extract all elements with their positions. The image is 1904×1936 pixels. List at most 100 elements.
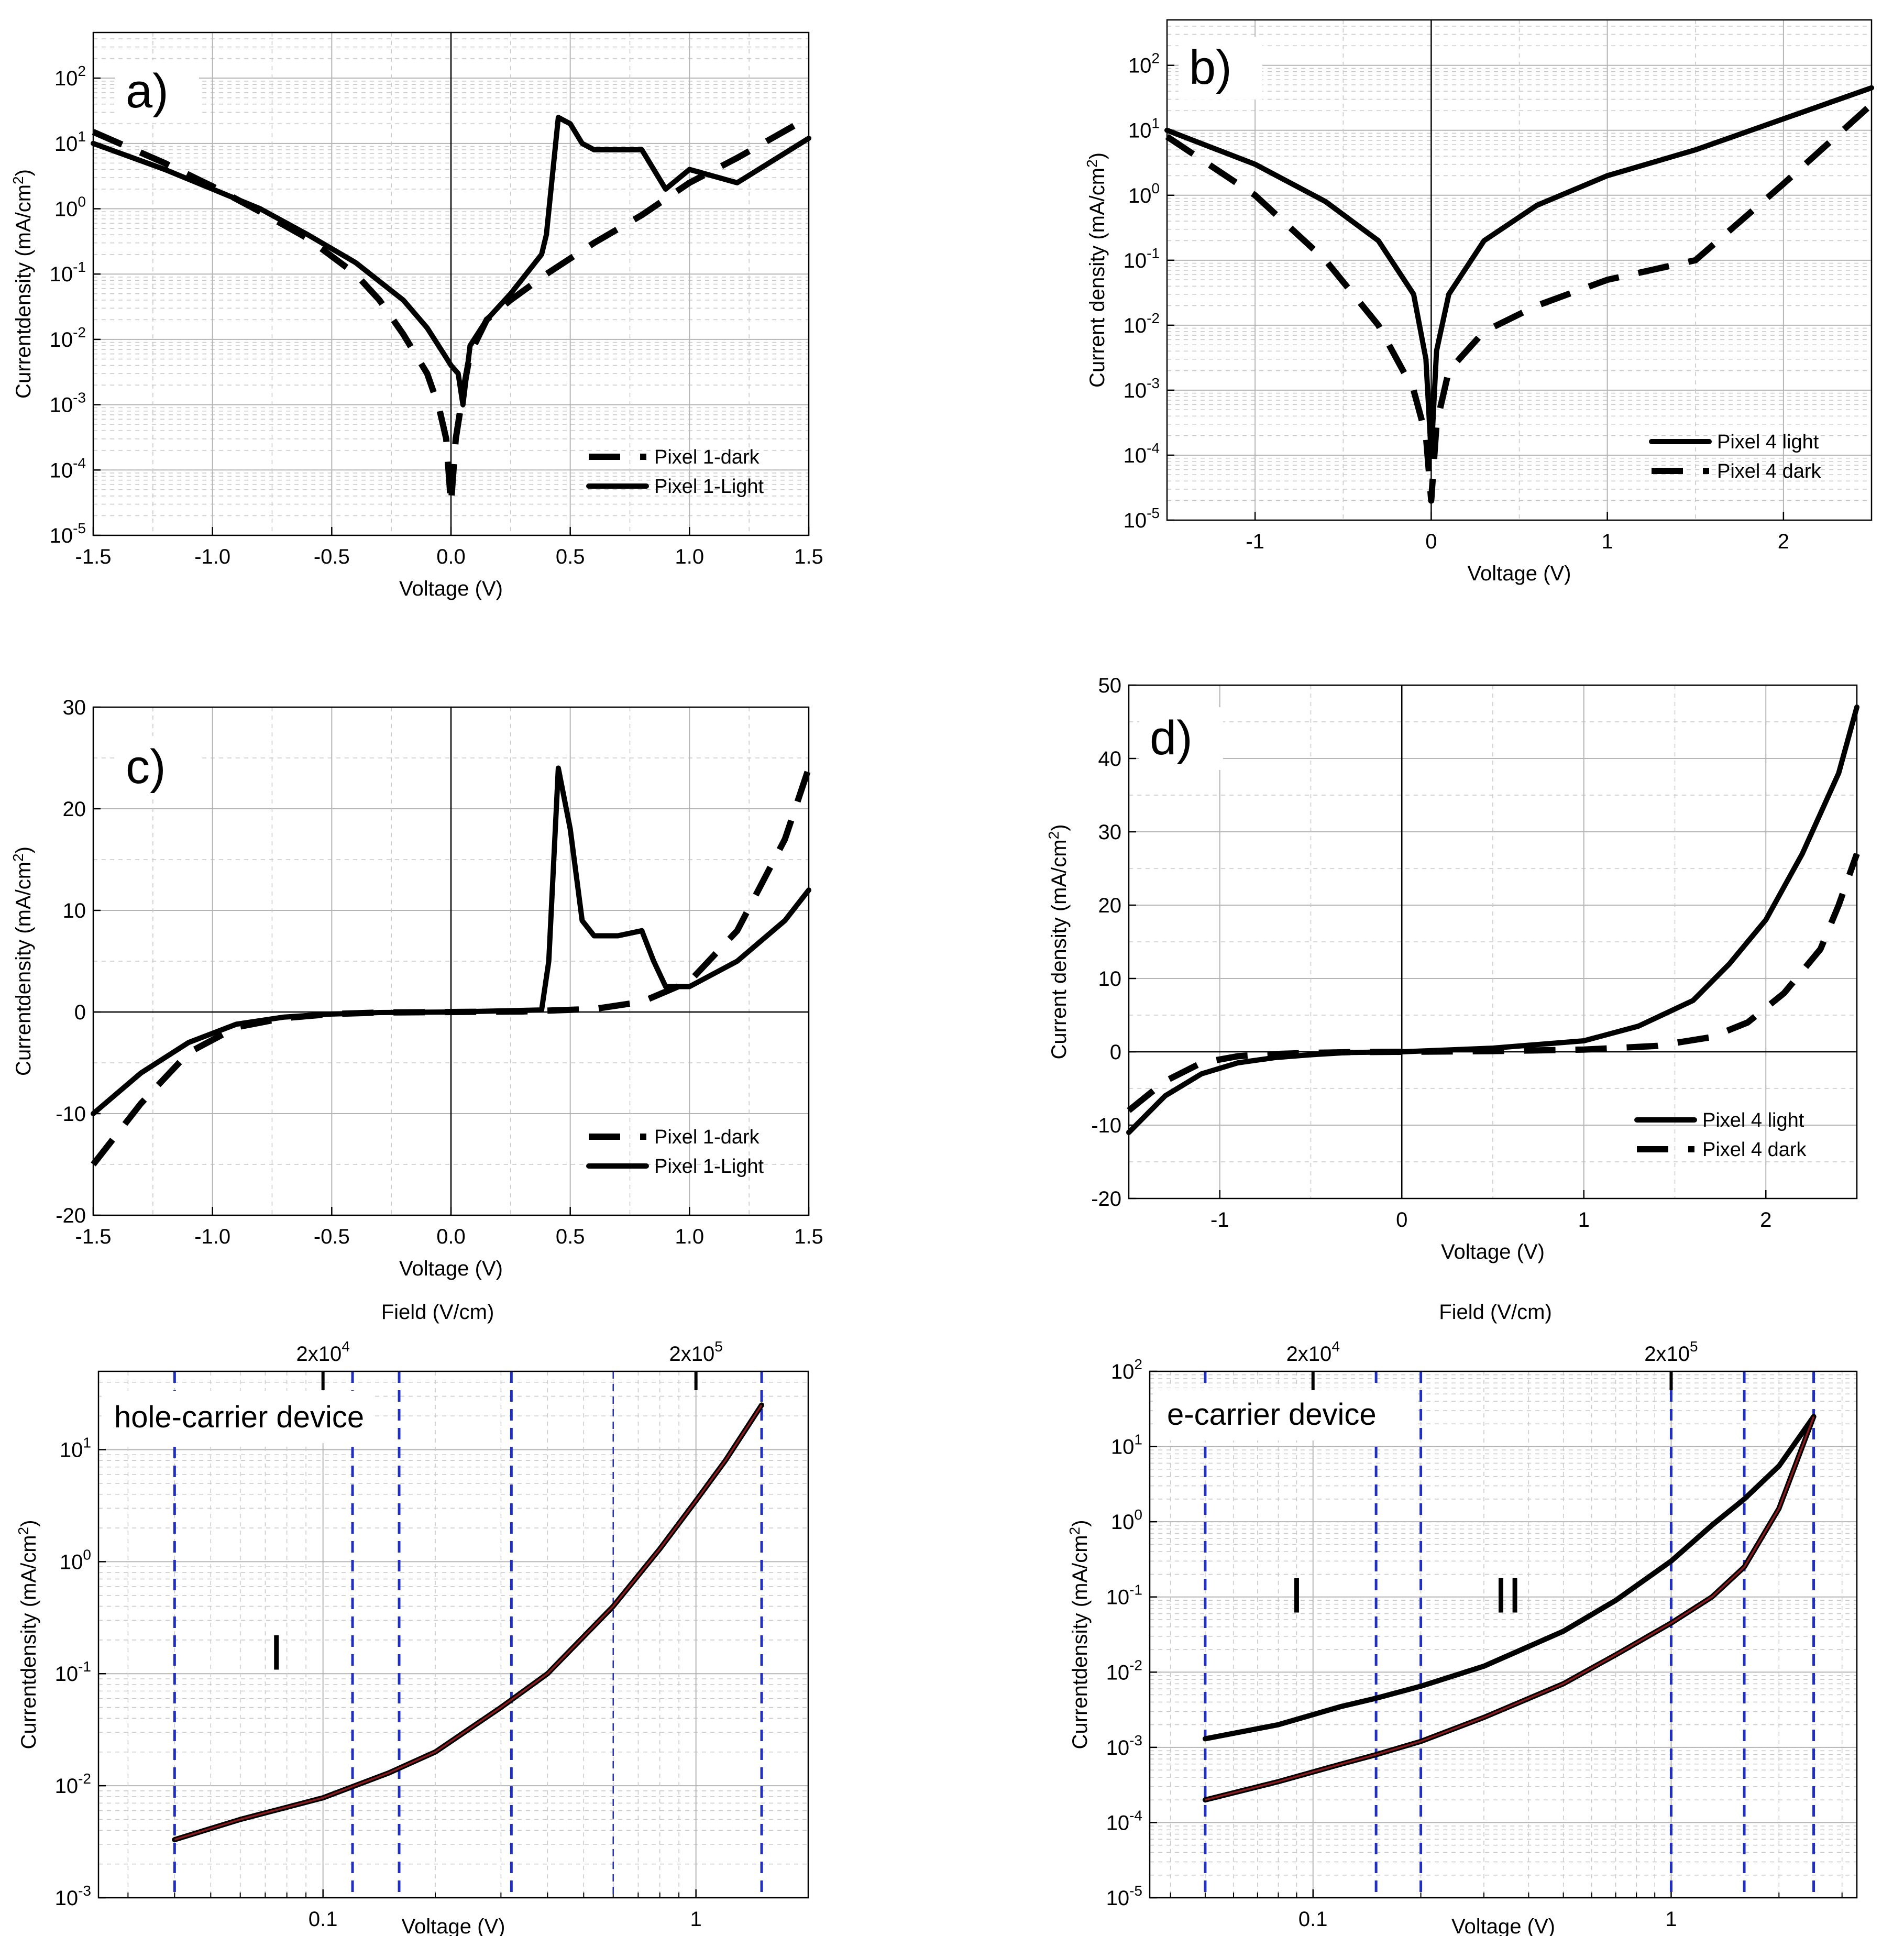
legend: Pixel 1-dark Pixel 1-Light — [586, 1126, 764, 1178]
y-tick-label: -10 — [1091, 1114, 1121, 1137]
y-axis-title: Current density (mA/cm2) — [1045, 824, 1071, 1059]
y-tick-label: 101 — [60, 1434, 91, 1461]
region-label: I — [1290, 1568, 1304, 1624]
top-tick-label: 2x105 — [1644, 1338, 1698, 1366]
x-tick-label: -0.5 — [314, 1225, 350, 1248]
y-tick-label: 10-5 — [50, 520, 86, 547]
y-tick-label: 0 — [74, 1001, 86, 1024]
y-tick-label: 100 — [60, 1546, 91, 1574]
grid — [1150, 1371, 1857, 1898]
device-label: e-carrier device — [1167, 1398, 1377, 1432]
y-tick-label: 102 — [1111, 1356, 1142, 1383]
panel-label: b) — [1189, 41, 1232, 94]
y-tick-label: 20 — [63, 798, 86, 821]
y-tick-label: 30 — [63, 696, 86, 719]
x-tick-label: 1 — [1602, 530, 1613, 553]
x-tick-label: 1 — [690, 1908, 702, 1931]
device-label-bg — [1153, 1388, 1415, 1440]
x-tick-label: 0.1 — [1298, 1908, 1328, 1931]
plot-frame — [1149, 1370, 1858, 1899]
x-tick-label: 0 — [1425, 530, 1437, 553]
y-tick-label: 102 — [54, 63, 86, 90]
x-tick-label: -1.0 — [194, 545, 230, 568]
panel-label-bg — [115, 736, 199, 799]
y-tick-label: 10-5 — [1106, 1883, 1142, 1910]
legend: Pixel 1-dark Pixel 1-Light — [586, 446, 764, 498]
panel-label: c) — [126, 740, 166, 794]
series-line — [1127, 852, 1860, 1113]
x-tick-label: 1 — [1578, 1208, 1590, 1231]
plot-frame — [97, 1370, 809, 1899]
panel-f: 10-5 10-4 10-3 10-2 10-1 100 101 102 0.1 1 Voltage… — [1066, 1301, 1858, 1936]
y-tick-label: 0 — [1110, 1041, 1121, 1064]
x-tick-label: -1 — [1210, 1208, 1229, 1231]
x-tick-label: -0.5 — [314, 545, 350, 568]
panel-label-bg — [1179, 37, 1262, 100]
y-tick-label: 100 — [1111, 1506, 1142, 1534]
legend-entry: Pixel 4 light — [1717, 431, 1819, 453]
device-label: hole-carrier device — [114, 1400, 364, 1434]
y-tick-label: 10-4 — [50, 455, 86, 482]
region-label: I — [269, 1625, 283, 1681]
x-tick-label: 0.5 — [556, 1225, 585, 1248]
x-tick-label: 0.5 — [556, 545, 585, 568]
y-tick-label: 101 — [1111, 1432, 1142, 1459]
legend: Pixel 4 light Pixel 4 dark — [1634, 1109, 1807, 1161]
y-tick-label: 40 — [1098, 747, 1122, 771]
x-axis-title: Voltage (V) — [1468, 562, 1571, 585]
y-tick-label: 101 — [54, 128, 86, 156]
y-tick-label: 30 — [1098, 821, 1122, 844]
y-tick-label: -10 — [56, 1103, 86, 1126]
region-label: II — [1494, 1568, 1522, 1624]
series-line — [91, 765, 811, 1116]
x-axis-title: Voltage (V) — [1451, 1915, 1555, 1936]
top-tick-label: 2x105 — [669, 1338, 723, 1366]
x-axis-title: Voltage (V) — [399, 577, 503, 600]
x-tick-label: -1.0 — [194, 1225, 230, 1248]
y-tick-label: 10-5 — [1124, 505, 1160, 532]
x-tick-label: 1.5 — [794, 545, 823, 568]
x-tick-label: 1 — [1665, 1908, 1677, 1931]
x-axis-title: Voltage (V) — [402, 1915, 505, 1936]
device-label-bg — [102, 1391, 374, 1443]
x-tick-label: 1.0 — [675, 545, 705, 568]
y-tick-label: 101 — [1128, 115, 1160, 142]
x-tick-label: 1.0 — [675, 1225, 705, 1248]
series-line — [1165, 102, 1874, 504]
plot-frame — [1128, 684, 1858, 1200]
x-tick-label: -1.5 — [75, 1225, 112, 1248]
y-tick-label: 100 — [1128, 180, 1160, 207]
y-tick-label: 102 — [1128, 50, 1160, 78]
x-tick-label: 0 — [1396, 1208, 1407, 1231]
plot-frame — [1166, 19, 1873, 521]
x-tick-label: 1.5 — [794, 1225, 823, 1248]
y-tick-label: 20 — [1098, 894, 1122, 917]
y-tick-label: 10-3 — [50, 390, 86, 417]
y-tick-label: 10-2 — [1106, 1657, 1142, 1684]
x-tick-label: -1.5 — [75, 545, 112, 568]
plot-frame — [92, 706, 810, 1216]
y-tick-label: 10-3 — [1124, 375, 1160, 402]
panel-label-bg — [1139, 707, 1223, 770]
legend-entry: Pixel 1-Light — [654, 476, 764, 498]
grid — [1166, 19, 1872, 521]
series-line — [92, 114, 810, 508]
y-tick-label: 10 — [1098, 967, 1122, 991]
panel-label-bg — [115, 60, 199, 123]
panel-c: -20 -10 0 10 20 30 -1.5 -1.0 -0.5 0.0 0.5 1.0 1.5 Vol… — [10, 696, 823, 1280]
y-axis-title: Currentdensity (mA/cm2) — [10, 846, 35, 1076]
y-axis-title: Currentdensity (mA/cm2) — [10, 169, 35, 399]
y-tick-label: 10-2 — [55, 1770, 91, 1798]
y-tick-label: -20 — [1091, 1187, 1121, 1211]
panel-label: d) — [1150, 711, 1193, 765]
y-tick-label: 10-3 — [1106, 1732, 1142, 1759]
legend-entry: Pixel 4 dark — [1717, 460, 1822, 482]
top-axis-title: Field (V/cm) — [381, 1301, 494, 1324]
x-axis-title: Voltage (V) — [399, 1257, 503, 1280]
y-tick-label: 10-1 — [1124, 245, 1160, 272]
y-tick-label: 10-2 — [1124, 310, 1160, 337]
top-axis-title: Field (V/cm) — [1439, 1301, 1552, 1324]
top-tick-label: 2x104 — [1286, 1338, 1340, 1366]
